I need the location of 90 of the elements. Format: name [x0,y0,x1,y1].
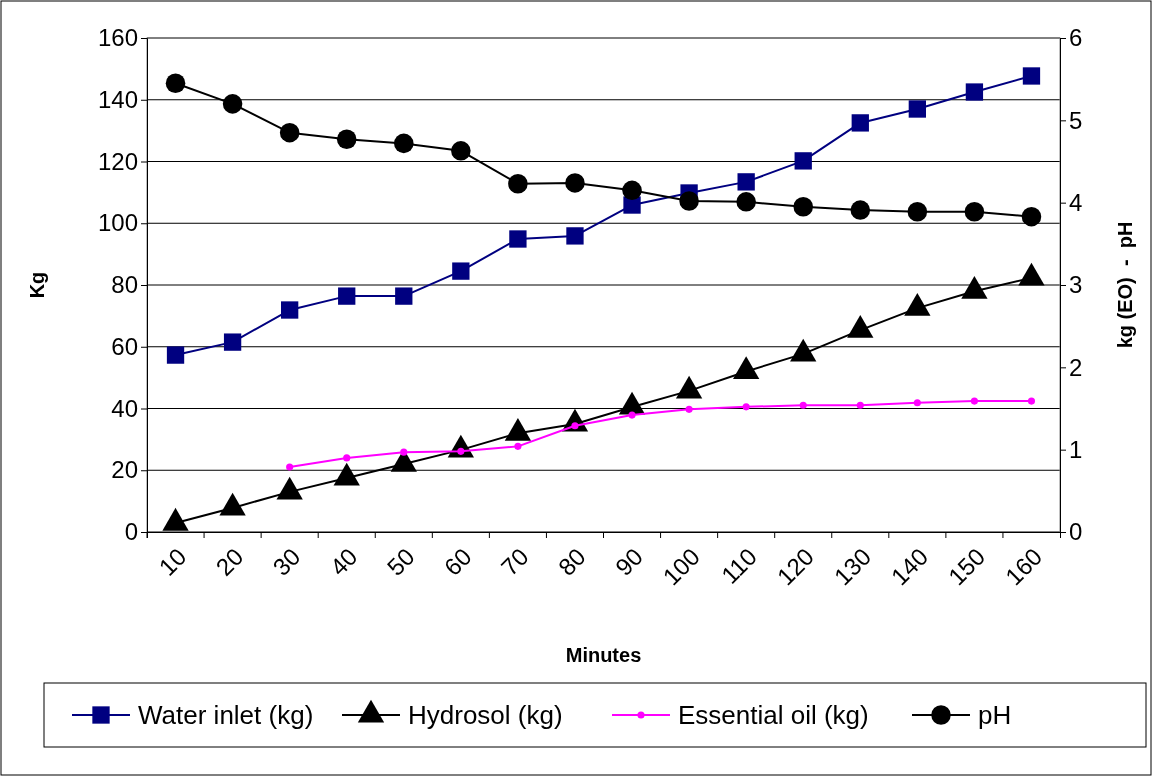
legend-label: Hydrosol (kg) [408,700,563,731]
point [851,114,869,132]
x-axis-title: Minutes [565,644,642,666]
y-tick-label: 20 [111,456,138,484]
x-tick-label: 160 [999,542,1048,591]
point [457,447,465,455]
point [850,200,871,220]
x-tick-label: 60 [438,542,477,581]
point [793,197,813,217]
x-tick-label: 140 [885,542,934,591]
y2-tick-label: 2 [1069,353,1083,381]
point [394,133,414,154]
point [965,83,984,101]
point [165,73,186,94]
y-tick-label: 160 [97,24,138,52]
point [571,422,579,430]
point [737,173,755,191]
y2-tick-label: 0 [1069,518,1083,546]
x-tick-label: 120 [771,542,820,591]
x-tick-label: 30 [267,542,306,581]
x-tick-label: 70 [495,542,534,581]
x-tick-label: 90 [609,542,648,581]
point [286,463,294,471]
y2-tick-label: 1 [1069,435,1083,463]
point [685,405,693,413]
point [333,462,360,486]
point [281,301,299,319]
x-tick-label: 110 [715,542,762,589]
point [222,94,243,114]
point [733,356,760,380]
legend-label: Essential oil (kg) [678,700,869,731]
point [1021,206,1042,227]
point [856,401,864,409]
point [508,173,528,194]
point [964,201,985,222]
point [675,375,703,399]
x-tick-label: 40 [324,542,363,581]
point [1022,67,1041,85]
y2-axis-title: kg (EO) - pH [1114,221,1136,349]
point [395,287,413,305]
x-tick-label: 20 [210,542,249,581]
legend-label: Water inlet (kg) [138,700,314,731]
point [276,476,303,500]
point [338,287,356,305]
point [913,399,921,407]
y2-tick-label: 3 [1069,271,1083,299]
point [566,227,584,245]
y-axis-title: Kg [26,271,48,299]
point [509,230,527,248]
point [847,314,874,338]
y-tick-label: 40 [111,394,138,422]
y-tick-label: 140 [97,85,138,113]
x-tick-label: 50 [381,542,420,581]
y-tick-label: 120 [97,147,138,175]
point [622,180,642,201]
y2-tick-label: 4 [1069,188,1083,216]
point [736,192,756,212]
x-tick-label: 100 [657,542,705,591]
y2-tick-label: 6 [1069,24,1083,52]
point [799,401,807,409]
legend-label: pH [978,700,1012,731]
point [1027,397,1036,405]
point [162,507,189,531]
y-tick-label: 100 [97,209,138,237]
y-tick-label: 0 [124,518,138,546]
point [336,129,357,150]
y2-tick-label: 5 [1069,106,1083,134]
point [451,141,471,161]
point [628,411,636,419]
point [279,122,300,143]
point [908,100,926,118]
point [343,454,351,462]
point [452,262,470,280]
point [907,201,928,222]
y-tick-label: 60 [111,332,138,360]
point [565,173,585,193]
point [794,152,812,170]
point [514,442,522,450]
point [679,191,699,211]
point [219,492,246,516]
point [400,448,408,456]
point [970,397,978,405]
y-tick-label: 80 [111,271,138,299]
x-tick-label: 10 [153,542,192,581]
x-tick-label: 130 [828,542,877,591]
x-tick-label: 150 [942,542,991,591]
point [790,338,817,362]
point [742,403,750,411]
point [504,418,532,441]
x-tick-label: 80 [552,542,591,581]
